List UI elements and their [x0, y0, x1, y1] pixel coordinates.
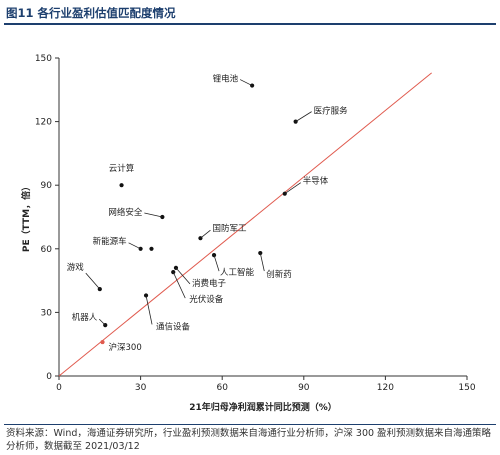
data-point — [119, 183, 124, 188]
label-leader — [213, 255, 220, 272]
data-point-label: 网络安全 — [108, 207, 143, 218]
data-point-label: 云计算 — [109, 163, 135, 174]
x-tick-label: 0 — [56, 383, 62, 393]
label-leader — [284, 182, 301, 195]
label-leader — [128, 242, 141, 250]
label-leader — [239, 79, 253, 86]
data-point-label: 医疗服务 — [314, 106, 349, 117]
data-point-label: 国防军工 — [212, 223, 247, 234]
data-point — [149, 246, 154, 251]
data-point — [211, 253, 217, 258]
data-point — [171, 270, 176, 275]
data-point-label: 游戏 — [67, 262, 85, 273]
y-tick-label: 0 — [46, 372, 52, 382]
data-point — [143, 293, 149, 298]
data-point-label: 半导体 — [303, 176, 329, 187]
label-leader — [175, 267, 191, 285]
y-tick-label: 90 — [41, 181, 53, 191]
data-point — [258, 250, 263, 256]
reference-line — [58, 72, 432, 377]
x-tick-label: 120 — [377, 383, 394, 393]
data-point-label: 沪深300 — [109, 342, 142, 353]
data-point-label: 新能源车 — [93, 236, 127, 247]
x-tick-label: 30 — [135, 383, 147, 393]
chart-axes: 0 30 60 90 120 150 0 30 60 90 120 150 — [35, 54, 476, 393]
label-leader — [295, 111, 312, 122]
data-point-label: 消费电子 — [192, 278, 227, 289]
label-leader — [259, 252, 265, 272]
label-leader — [144, 212, 163, 218]
reference-line-group — [58, 72, 432, 377]
source-rule — [4, 424, 496, 425]
data-point-label: 锂电池 — [213, 74, 239, 85]
label-leader — [85, 272, 101, 290]
y-tick-label: 150 — [35, 54, 52, 64]
y-axis-label: PE（TTM，倍） — [20, 182, 32, 252]
data-point-label: 机器人 — [72, 312, 98, 323]
label-leader — [200, 229, 211, 239]
x-tick-label: 90 — [298, 383, 310, 393]
data-point-label: 光伏设备 — [189, 294, 224, 305]
source-note: 资料来源：Wind，海通证券研究所，行业盈利预测数据来自海通行业分析师，沪深 3… — [6, 428, 492, 452]
x-tick-label: 150 — [458, 383, 475, 393]
x-axis-label: 21年归母净利润累计同比预测（%） — [189, 401, 337, 413]
label-leader — [145, 295, 153, 325]
x-tick-label: 60 — [216, 383, 228, 393]
y-tick-label: 60 — [41, 245, 53, 255]
y-tick-label: 30 — [41, 308, 53, 318]
data-point-label: 人工智能 — [220, 267, 255, 278]
y-tick-label: 120 — [35, 118, 52, 128]
data-point-label: 创新药 — [266, 269, 292, 280]
scatter-chart: 0 30 60 90 120 150 0 30 60 90 120 150 锂电池医疗服务云计算半导体… — [20, 54, 476, 413]
title-rule — [4, 23, 496, 25]
figure-title: 图11 各行业盈利估值匹配度情况 — [6, 6, 176, 20]
data-point-label: 通信设备 — [156, 321, 191, 332]
data-point — [100, 339, 105, 345]
label-leader — [98, 318, 106, 326]
label-leader — [172, 271, 186, 299]
